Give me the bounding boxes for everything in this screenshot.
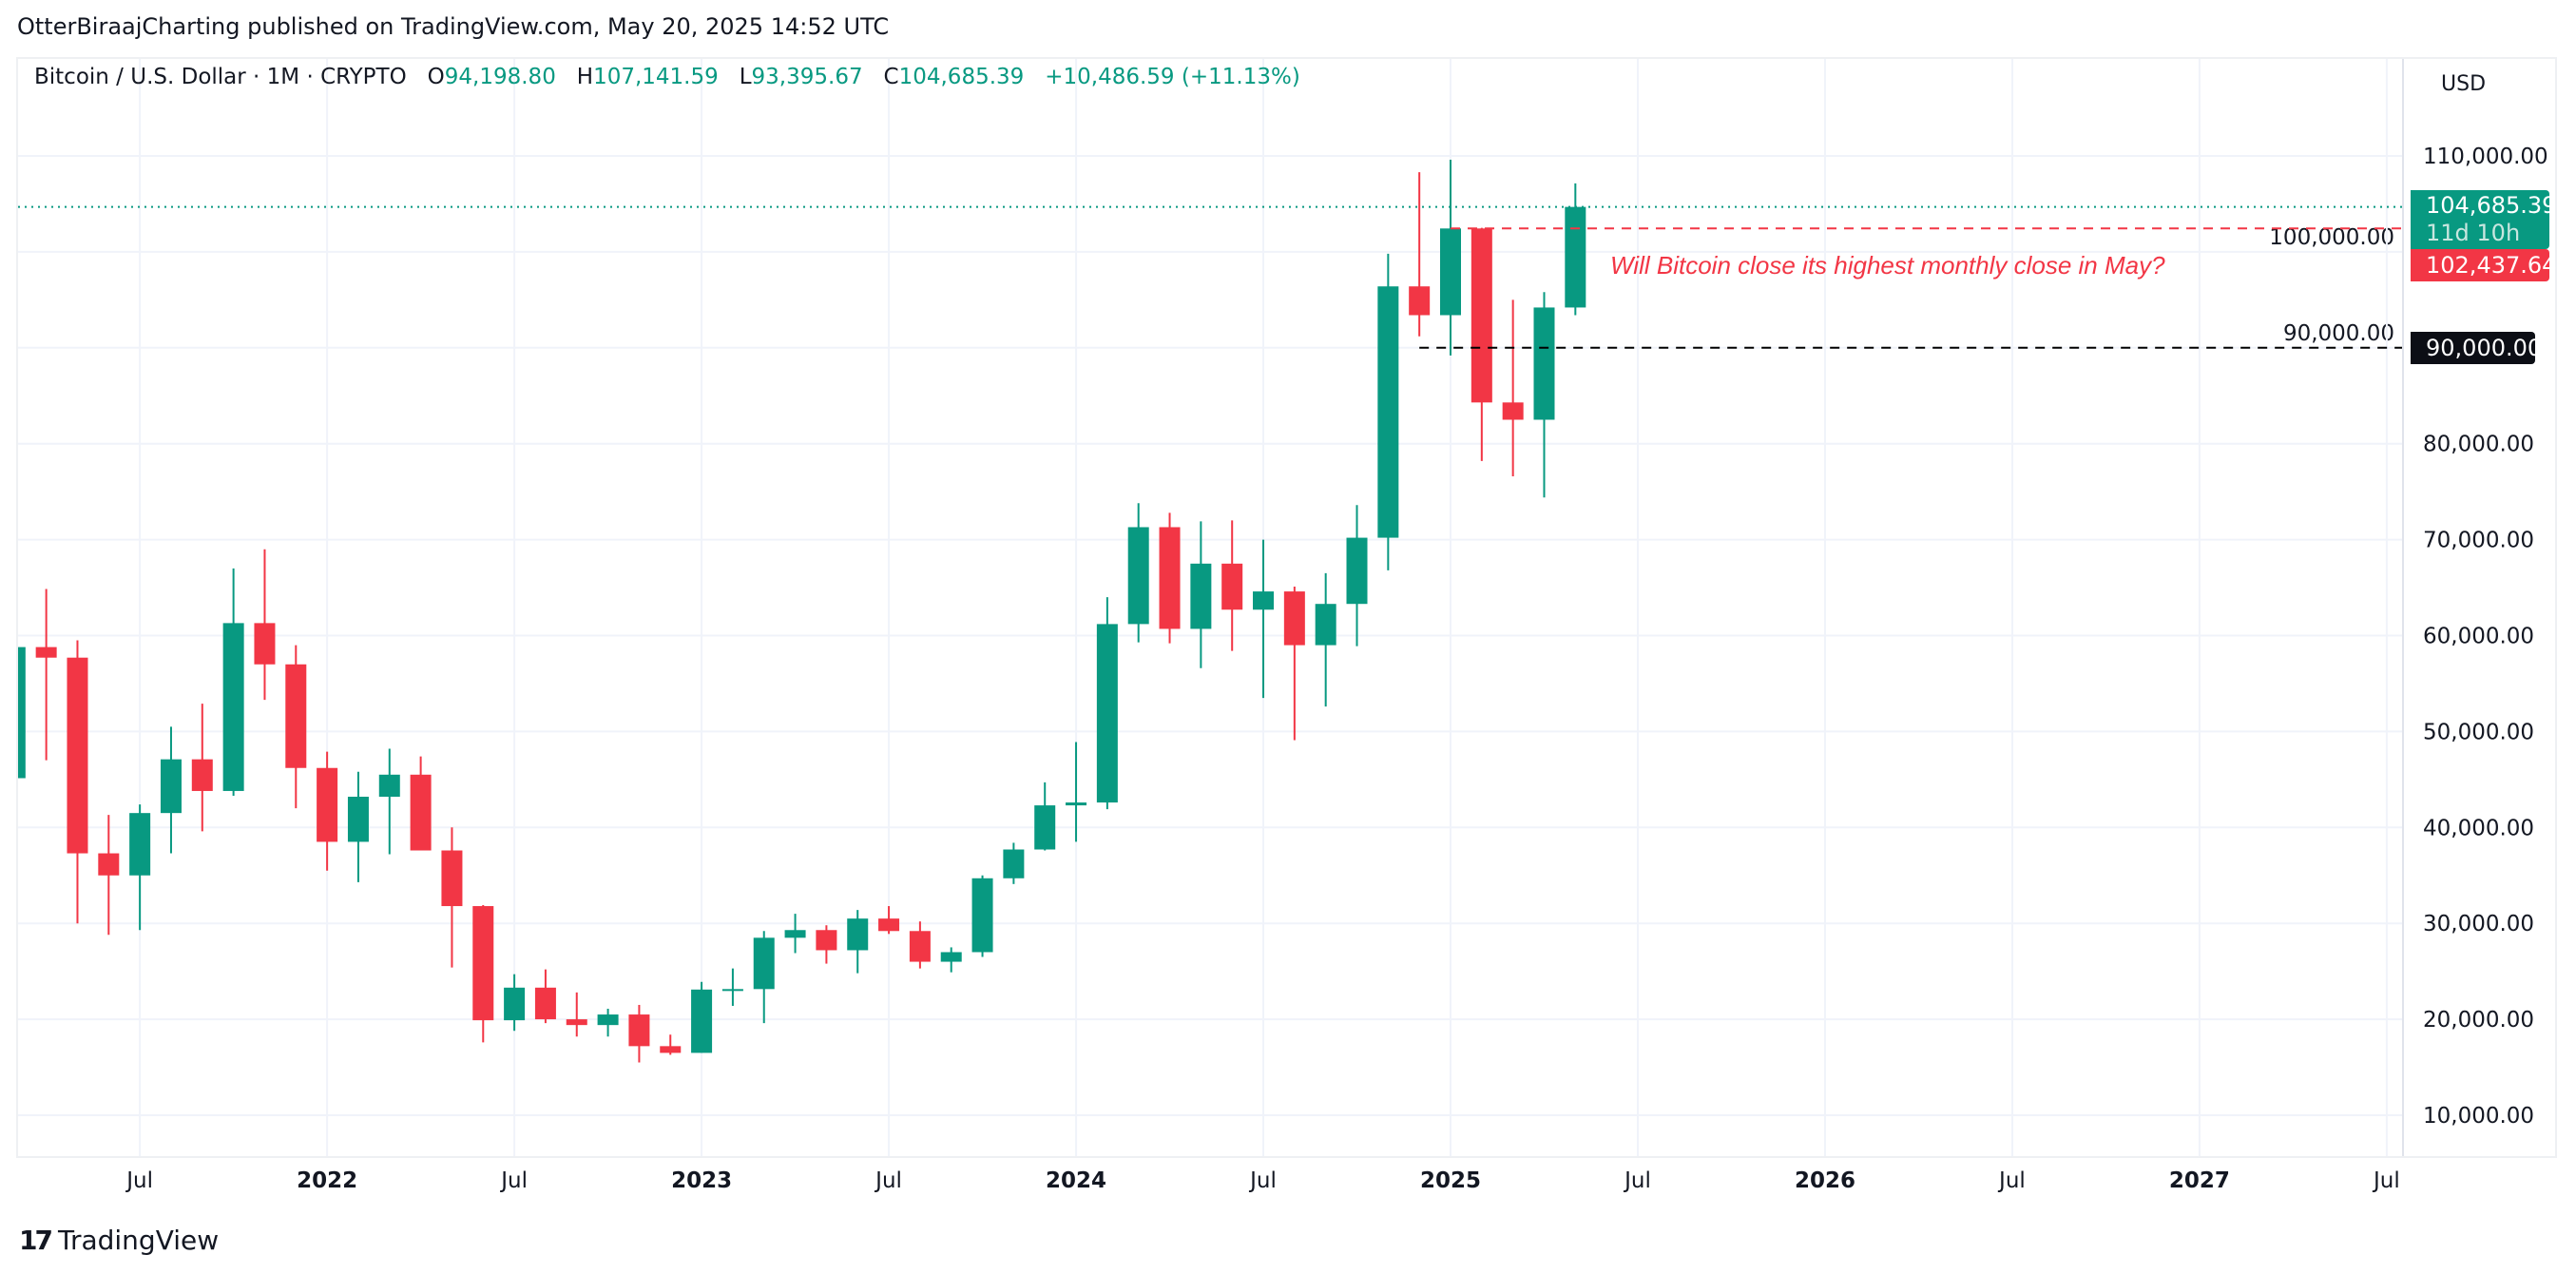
- candle-down[interactable]: [816, 930, 837, 951]
- publisher-line: OtterBiraajCharting published on Trading…: [17, 13, 890, 40]
- low-label: L: [739, 65, 752, 89]
- candle-down[interactable]: [410, 774, 432, 851]
- close-label: C: [883, 65, 899, 89]
- candle-up[interactable]: [1346, 537, 1368, 605]
- symbol-legend: Bitcoin / U.S. Dollar · 1M · CRYPTO O94,…: [34, 65, 1300, 89]
- candle-down[interactable]: [628, 1014, 650, 1047]
- candle-down[interactable]: [1502, 402, 1524, 420]
- last-price-tag: 104,685.39 11d 10h: [2411, 190, 2557, 249]
- tradingview-logo-icon: 17: [19, 1225, 53, 1256]
- candle-down[interactable]: [35, 647, 57, 658]
- x-tick-label: Jul: [1623, 1168, 1651, 1193]
- candle-down[interactable]: [660, 1046, 682, 1053]
- y-tick-label: 10,000.00: [2423, 1104, 2534, 1129]
- y-tick-label: 70,000.00: [2423, 529, 2534, 553]
- high-label: H: [576, 65, 594, 89]
- y-tick-label: 90,000.00: [2283, 321, 2394, 346]
- y-tick-label: 40,000.00: [2423, 816, 2534, 840]
- candle-up[interactable]: [222, 623, 244, 791]
- x-tick-label: Jul: [1997, 1168, 2026, 1193]
- open-value: 94,198.80: [444, 65, 556, 89]
- candle-up[interactable]: [1377, 286, 1399, 538]
- last-price-value: 104,685.39: [2426, 192, 2557, 219]
- y-tick-label: 60,000.00: [2423, 625, 2534, 649]
- y-tick-label: 50,000.00: [2423, 720, 2534, 744]
- candle-up[interactable]: [1034, 805, 1056, 850]
- candles-group: [5, 160, 1586, 1063]
- candle-down[interactable]: [909, 931, 931, 962]
- candle-up[interactable]: [721, 989, 743, 992]
- y-tick-label: 80,000.00: [2423, 433, 2534, 457]
- candle-up[interactable]: [129, 813, 151, 876]
- close-value: 104,685.39: [898, 65, 1025, 89]
- x-tick-label: 2022: [297, 1168, 357, 1193]
- candle-up[interactable]: [1127, 527, 1149, 625]
- candle-down[interactable]: [67, 657, 88, 854]
- candle-up[interactable]: [1440, 228, 1461, 316]
- candle-down[interactable]: [285, 664, 307, 768]
- y-tick-label: 20,000.00: [2423, 1008, 2534, 1033]
- x-tick-label: 2025: [1420, 1168, 1481, 1193]
- candle-down[interactable]: [1409, 286, 1431, 316]
- candle-down[interactable]: [878, 918, 900, 932]
- candle-down[interactable]: [441, 850, 463, 907]
- candle-up[interactable]: [378, 774, 400, 798]
- x-tick-label: Jul: [125, 1168, 153, 1193]
- candle-up[interactable]: [1565, 206, 1586, 308]
- x-tick-label: Jul: [2372, 1168, 2400, 1193]
- candle-up[interactable]: [1096, 624, 1118, 803]
- x-tick-label: Jul: [1248, 1168, 1277, 1193]
- high-value: 107,141.59: [593, 65, 719, 89]
- candle-up[interactable]: [347, 797, 369, 842]
- candle-up[interactable]: [160, 759, 182, 814]
- candle-down[interactable]: [1283, 591, 1305, 646]
- candle-up[interactable]: [1533, 307, 1555, 420]
- bar-countdown: 11d 10h: [2426, 220, 2521, 246]
- x-tick-label: 2024: [1046, 1168, 1106, 1193]
- candle-down[interactable]: [254, 623, 276, 665]
- low-value: 93,395.67: [751, 65, 863, 89]
- candle-up[interactable]: [5, 647, 26, 779]
- chart-annotation[interactable]: Will Bitcoin close its highest monthly c…: [1610, 251, 2165, 280]
- x-tick-label: Jul: [499, 1168, 528, 1193]
- brand-name: TradingView: [57, 1225, 220, 1256]
- candle-up[interactable]: [504, 987, 526, 1021]
- candle-up[interactable]: [691, 989, 713, 1053]
- tradingview-footer[interactable]: 17 TradingView: [19, 1225, 219, 1256]
- candle-down[interactable]: [1159, 527, 1181, 629]
- y-tick-label: 30,000.00: [2423, 912, 2534, 936]
- candle-down[interactable]: [317, 767, 338, 842]
- candle-down[interactable]: [98, 853, 120, 876]
- x-tick-label: 2027: [2169, 1168, 2230, 1193]
- support-price-tag: 90,000.00: [2411, 332, 2542, 364]
- candle-up[interactable]: [1066, 802, 1087, 806]
- change-value: +10,486.59 (+11.13%): [1045, 65, 1300, 89]
- candle-down[interactable]: [1471, 228, 1492, 403]
- candle-up[interactable]: [940, 952, 962, 962]
- candle-up[interactable]: [1315, 604, 1336, 646]
- resistance-price-tag: 102,437.64: [2411, 249, 2556, 281]
- candle-up[interactable]: [1003, 849, 1025, 878]
- candle-down[interactable]: [1221, 563, 1243, 610]
- y-tick-label: 110,000.00: [2423, 145, 2548, 169]
- open-label: O: [427, 65, 445, 89]
- currency-button[interactable]: USD: [2441, 72, 2487, 96]
- candle-down[interactable]: [534, 987, 556, 1020]
- candle-up[interactable]: [753, 937, 775, 990]
- chart-pane[interactable]: [16, 57, 2557, 1158]
- candle-up[interactable]: [971, 878, 993, 953]
- candle-down[interactable]: [566, 1019, 587, 1026]
- x-tick-label: Jul: [874, 1168, 902, 1193]
- x-tick-label: 2023: [671, 1168, 732, 1193]
- candle-up[interactable]: [597, 1014, 619, 1026]
- symbol-title[interactable]: Bitcoin / U.S. Dollar · 1M · CRYPTO: [34, 65, 407, 89]
- candle-down[interactable]: [191, 759, 213, 791]
- x-tick-label: 2026: [1795, 1168, 1855, 1193]
- candle-down[interactable]: [472, 906, 494, 1021]
- candle-up[interactable]: [847, 918, 869, 951]
- candle-up[interactable]: [1190, 563, 1212, 629]
- candle-up[interactable]: [784, 930, 806, 938]
- candle-up[interactable]: [1253, 591, 1275, 610]
